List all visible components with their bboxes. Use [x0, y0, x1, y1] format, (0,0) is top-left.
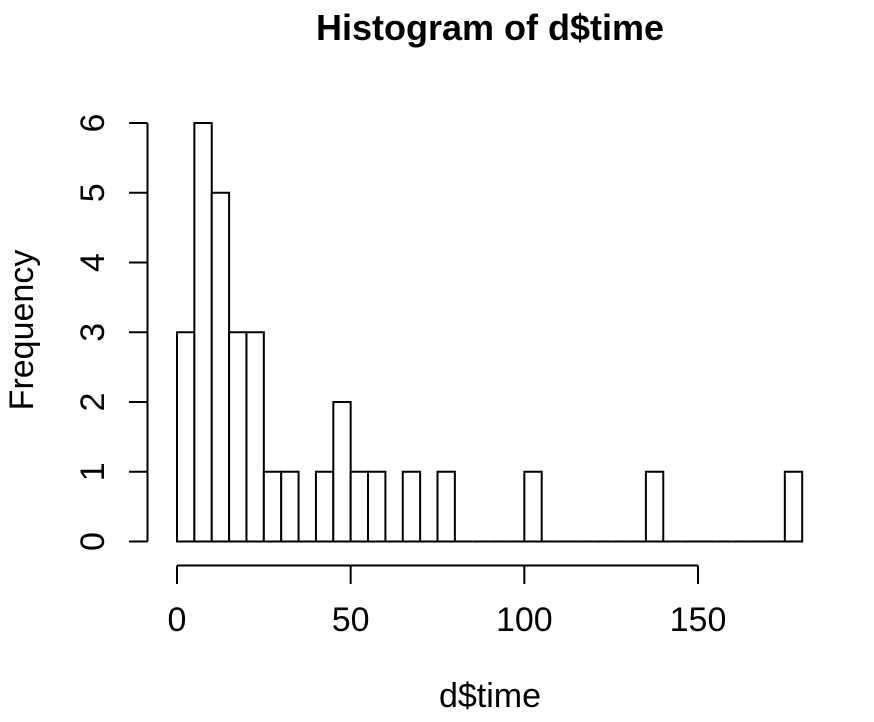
x-axis-tick-label: 100: [496, 601, 553, 639]
histogram-bar: [262, 470, 283, 543]
y-axis-tick-label: 0: [74, 532, 112, 551]
histogram-bar: [783, 470, 804, 543]
x-axis-tick-label: 50: [332, 601, 370, 639]
y-axis-tick-label: 6: [74, 114, 112, 133]
y-axis-tick-label: 3: [74, 323, 112, 342]
histogram-bar: [436, 470, 456, 543]
y-axis-tick-label: 4: [74, 253, 112, 272]
y-axis-tick-label: 1: [74, 462, 112, 481]
histogram-bar: [401, 470, 422, 543]
histogram-bar: [210, 191, 231, 543]
x-axis-label: d$time: [439, 677, 541, 715]
x-axis-tick-label: 0: [168, 601, 187, 639]
y-axis-tick-label: 2: [74, 393, 112, 412]
histogram-bars: [176, 122, 804, 543]
histogram-bar: [644, 470, 665, 543]
histogram-bar: [349, 470, 370, 543]
histogram-bar: [228, 331, 248, 543]
axes: 0 50 100 150 0 1 2 3 4 5 6: [74, 114, 726, 639]
x-axis-tick-label: 150: [670, 601, 727, 639]
histogram-bar: [332, 401, 352, 543]
y-axis-tick-label: 5: [74, 183, 112, 202]
chart-title: Histogram of d$time: [316, 7, 664, 48]
histogram-bar: [314, 470, 335, 543]
histogram-bar: [245, 331, 265, 543]
histogram-bar: [280, 470, 300, 543]
histogram-bar: [523, 470, 543, 543]
histogram-bar: [193, 122, 213, 543]
y-axis-label: Frequency: [3, 250, 41, 411]
histogram-bar: [176, 331, 196, 543]
histogram-bar: [367, 470, 387, 543]
